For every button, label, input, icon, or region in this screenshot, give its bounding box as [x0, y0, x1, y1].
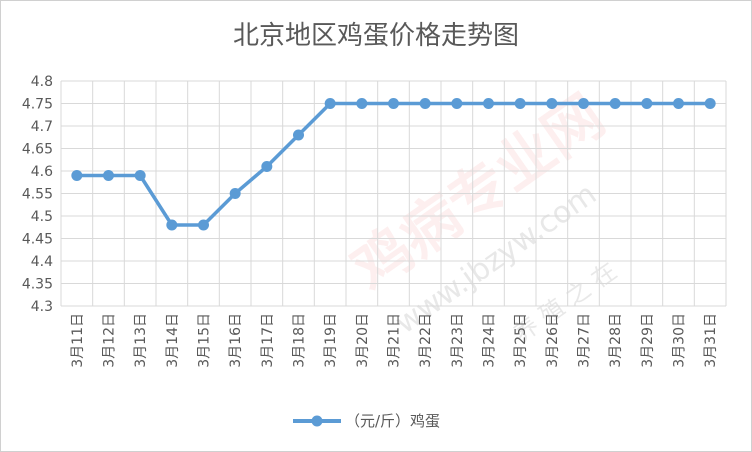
data-point	[324, 98, 336, 109]
data-point	[609, 98, 621, 109]
x-axis: 3月11日 3月12日 3月13日 3月14日 3月15日 3月16日 3月17日 3月18日…	[70, 313, 719, 368]
chart-title: 北京地区鸡蛋价格走势图	[233, 21, 519, 51]
data-point	[293, 129, 304, 141]
y-tick-label: 4.55	[22, 187, 53, 203]
x-tick-label: 3月26日	[545, 313, 561, 368]
y-tick-label: 4.6	[31, 164, 53, 180]
data-point	[103, 170, 114, 181]
legend: （元/斤）鸡蛋	[293, 412, 440, 430]
x-tick-label: 3月18日	[292, 313, 308, 368]
y-tick-label: 4.45	[22, 232, 53, 248]
x-tick-label: 3月11日	[70, 313, 86, 368]
y-axis: 4.3 4.35 4.4 4.45 4.5 4.55 4.6 4.65 4.7 4.75 4.8	[22, 74, 53, 315]
x-tick-label: 3月23日	[450, 313, 466, 368]
x-tick-label: 3月16日	[228, 313, 244, 368]
x-tick-label: 3月14日	[165, 313, 181, 368]
x-tick-label: 3月29日	[640, 313, 656, 368]
x-tick-label: 3月28日	[608, 313, 624, 368]
legend-swatch-marker	[311, 415, 323, 427]
y-tick-label: 4.7	[31, 119, 53, 135]
data-point	[229, 188, 241, 199]
y-tick-label: 4.3	[31, 299, 53, 315]
x-tick-label: 3月21日	[387, 313, 403, 368]
y-tick-label: 4.8	[31, 74, 53, 90]
data-point	[483, 98, 494, 109]
watermark: 鸡病专业网 www.jbzyw.com 养 殖 之 在	[340, 82, 622, 348]
x-tick-label: 3月15日	[197, 313, 213, 368]
data-point	[388, 98, 399, 109]
data-point	[419, 98, 431, 109]
data-point	[704, 98, 716, 109]
x-tick-label: 3月31日	[703, 313, 719, 368]
legend-label: （元/斤）鸡蛋	[345, 412, 440, 430]
data-point	[673, 98, 684, 109]
y-tick-label: 4.4	[31, 254, 53, 270]
data-point	[71, 170, 83, 181]
x-tick-label: 3月12日	[102, 313, 118, 368]
data-point	[166, 219, 178, 231]
y-tick-label: 4.35	[22, 277, 53, 293]
y-tick-label: 4.75	[22, 97, 53, 113]
x-tick-label: 3月20日	[355, 313, 371, 368]
x-tick-label: 3月19日	[323, 313, 339, 368]
x-tick-label: 3月22日	[418, 313, 434, 368]
series-line	[76, 101, 711, 227]
x-tick-label: 3月13日	[133, 313, 149, 368]
data-point	[641, 98, 653, 109]
data-point	[198, 219, 209, 231]
data-point	[451, 98, 463, 109]
data-point	[578, 98, 589, 109]
y-tick-label: 4.65	[22, 142, 53, 158]
data-point	[356, 98, 368, 109]
data-point	[514, 98, 526, 109]
data-point	[134, 170, 146, 181]
x-tick-label: 3月27日	[577, 313, 593, 368]
data-point	[546, 98, 558, 109]
y-tick-label: 4.5	[31, 209, 53, 225]
data-point	[261, 161, 273, 172]
data-series	[71, 98, 716, 231]
gridlines	[60, 80, 727, 307]
x-tick-label: 3月24日	[482, 313, 498, 368]
x-tick-label: 3月30日	[672, 313, 688, 368]
x-tick-label: 3月17日	[260, 313, 276, 368]
x-tick-label: 3月25日	[513, 313, 529, 368]
